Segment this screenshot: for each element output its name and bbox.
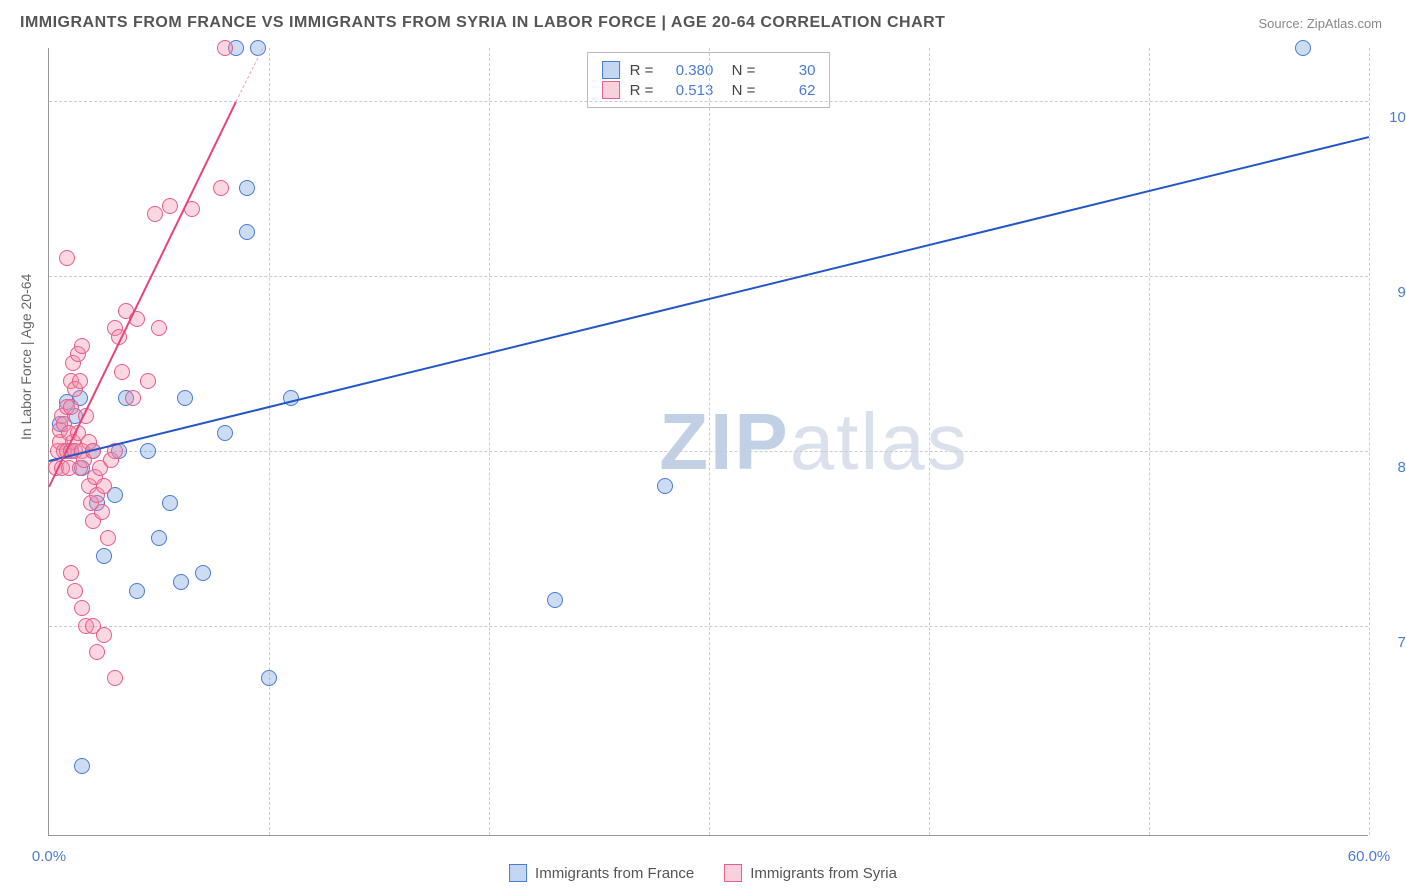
data-point <box>250 40 266 56</box>
source-label: Source: ZipAtlas.com <box>1258 16 1382 31</box>
data-point <box>140 373 156 389</box>
data-point <box>96 548 112 564</box>
data-point <box>151 320 167 336</box>
data-point <box>114 364 130 380</box>
data-point <box>151 530 167 546</box>
data-point <box>217 425 233 441</box>
swatch-syria <box>602 81 620 99</box>
r-value-france: 0.380 <box>663 62 713 79</box>
data-point <box>96 478 112 494</box>
data-point <box>59 250 75 266</box>
data-point <box>657 478 673 494</box>
watermark: ZIPatlas <box>659 396 968 488</box>
x-tick-label-min: 0.0% <box>32 848 66 865</box>
legend-label-syria: Immigrants from Syria <box>750 865 897 882</box>
data-point <box>96 627 112 643</box>
n-value-france: 30 <box>765 62 815 79</box>
data-point <box>74 758 90 774</box>
scatter-plot: R = 0.380 N = 30 R = 0.513 N = 62 ZIPatl… <box>48 48 1368 836</box>
regression-line <box>48 101 237 487</box>
data-point <box>100 530 116 546</box>
data-point <box>239 224 255 240</box>
legend-item-france: Immigrants from France <box>509 864 694 882</box>
bottom-legend: Immigrants from France Immigrants from S… <box>509 864 897 882</box>
data-point <box>67 583 83 599</box>
n-label: N = <box>723 82 755 99</box>
n-label: N = <box>723 62 755 79</box>
y-tick-label: 70.0% <box>1380 634 1406 651</box>
data-point <box>147 206 163 222</box>
data-point <box>89 644 105 660</box>
data-point <box>547 592 563 608</box>
gridline-v <box>929 48 930 835</box>
legend-label-france: Immigrants from France <box>535 865 694 882</box>
data-point <box>162 198 178 214</box>
y-tick-label: 100.0% <box>1380 109 1406 126</box>
swatch-france <box>602 61 620 79</box>
x-tick-label-max: 60.0% <box>1348 848 1391 865</box>
y-axis-label: In Labor Force | Age 20-64 <box>18 274 34 440</box>
swatch-france-icon <box>509 864 527 882</box>
gridline-v <box>1149 48 1150 835</box>
data-point <box>239 180 255 196</box>
y-tick-label: 90.0% <box>1380 284 1406 301</box>
data-point <box>195 565 211 581</box>
gridline-v <box>269 48 270 835</box>
data-point <box>129 583 145 599</box>
data-point <box>177 390 193 406</box>
gridline-v <box>489 48 490 835</box>
data-point <box>63 399 79 415</box>
data-point <box>63 565 79 581</box>
data-point <box>94 504 110 520</box>
data-point <box>125 390 141 406</box>
data-point <box>74 600 90 616</box>
data-point <box>72 373 88 389</box>
swatch-syria-icon <box>724 864 742 882</box>
gridline-v <box>709 48 710 835</box>
data-point <box>261 670 277 686</box>
gridline-v <box>1369 48 1370 835</box>
chart-title: IMMIGRANTS FROM FRANCE VS IMMIGRANTS FRO… <box>20 14 945 32</box>
data-point <box>173 574 189 590</box>
data-point <box>217 40 233 56</box>
data-point <box>162 495 178 511</box>
data-point <box>1295 40 1311 56</box>
data-point <box>107 670 123 686</box>
r-label: R = <box>630 62 654 79</box>
r-label: R = <box>630 82 654 99</box>
n-value-syria: 62 <box>765 82 815 99</box>
r-value-syria: 0.513 <box>663 82 713 99</box>
data-point <box>140 443 156 459</box>
legend-item-syria: Immigrants from Syria <box>724 864 897 882</box>
regression-line <box>236 48 263 101</box>
data-point <box>213 180 229 196</box>
data-point <box>74 338 90 354</box>
y-tick-label: 80.0% <box>1380 459 1406 476</box>
